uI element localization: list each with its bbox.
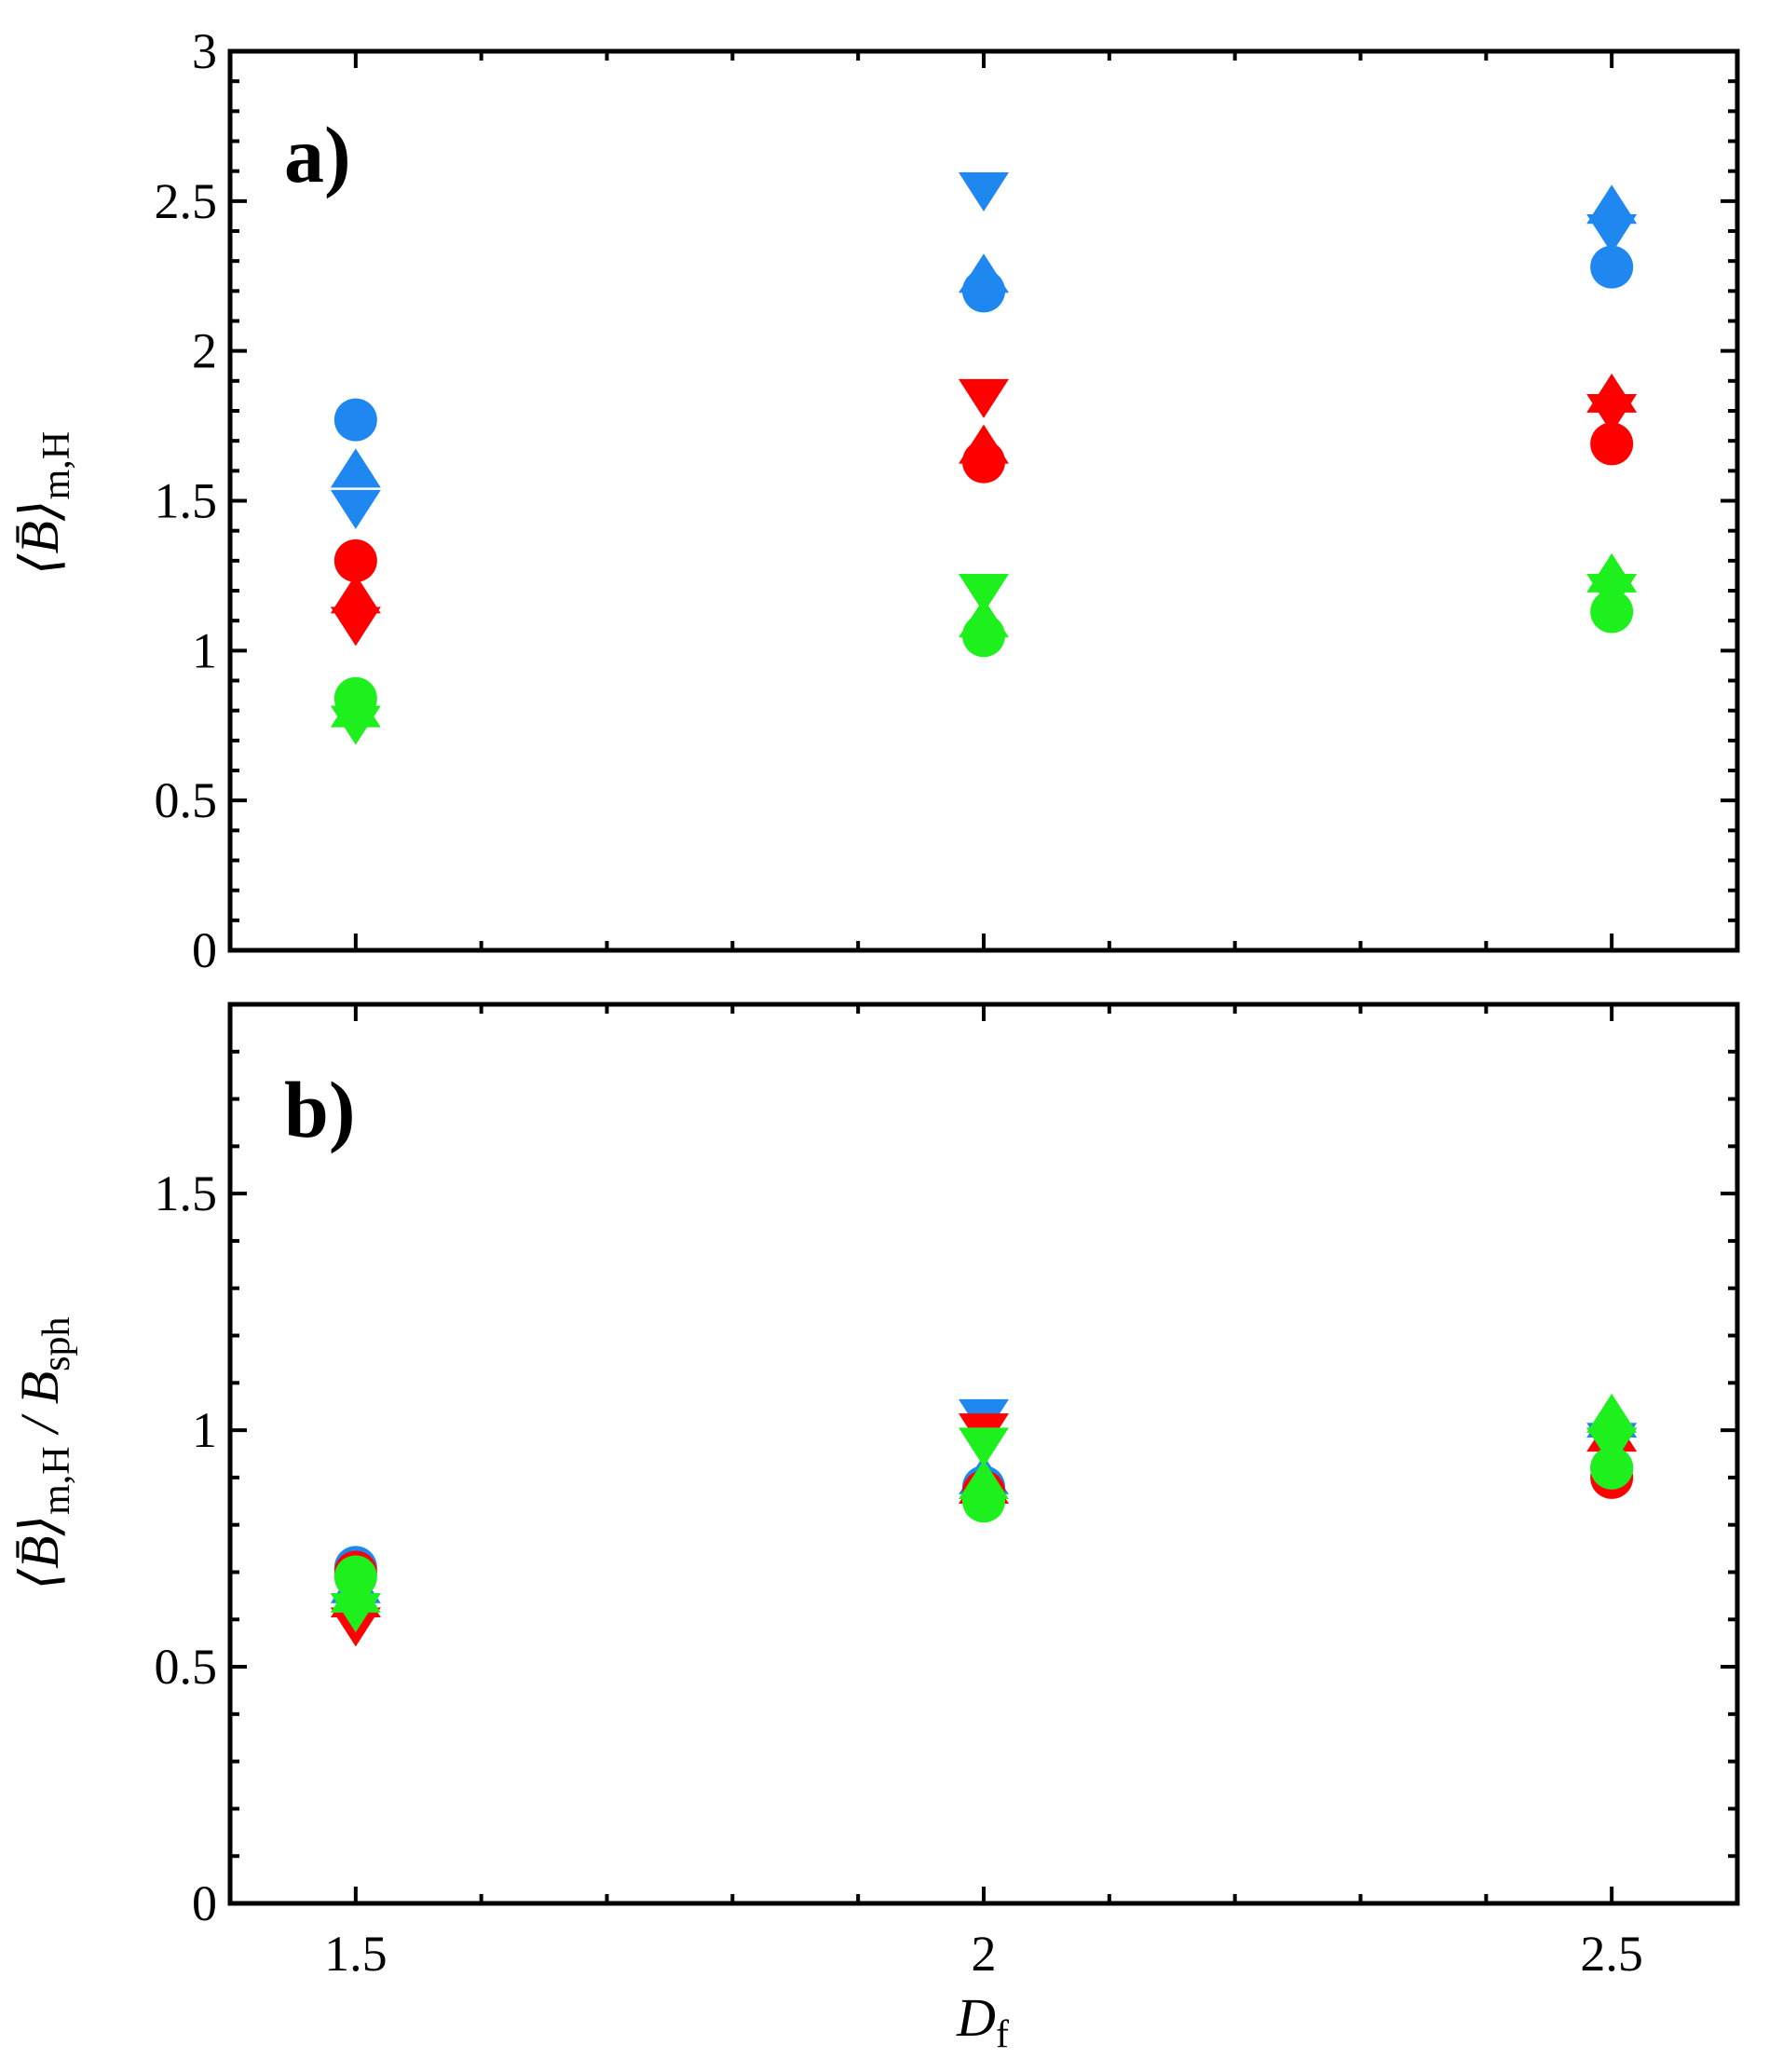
point-triangle-down — [330, 607, 381, 647]
y-axis-label: ⟨B̄⟩m,H / Bsph — [9, 1316, 78, 1589]
point-triangle-up — [330, 574, 381, 614]
y-tick-label: 0 — [192, 922, 217, 978]
point-triangle-down — [959, 378, 1009, 418]
point-triangle-down — [1586, 1427, 1638, 1467]
y-axis-label-main: ⟨B̄⟩ — [9, 499, 70, 575]
point-triangle-down — [330, 1593, 381, 1633]
y-tick-label: 2 — [192, 323, 217, 379]
y-axis-label-main: ⟨B̄⟩ — [9, 1515, 70, 1590]
x-tick-label: 1.5 — [324, 1926, 388, 1982]
panel-label: a) — [284, 110, 351, 199]
y-tick-label: 1 — [192, 622, 217, 678]
y-axis-label-sub: m,H — [35, 1446, 78, 1515]
point-triangle-up — [330, 448, 381, 488]
point-triangle-down — [959, 1427, 1009, 1467]
point-circle — [1590, 245, 1634, 289]
y-axis-label-extra-sub: sph — [35, 1316, 78, 1370]
panel-label: b) — [284, 1065, 355, 1154]
y-tick-label: 0.5 — [155, 1639, 218, 1695]
point-triangle-down — [1586, 214, 1638, 253]
shared-x-axis: Df — [956, 1987, 1009, 2056]
point-circle — [1590, 422, 1634, 466]
point-triangle-up — [959, 424, 1009, 464]
point-triangle-up — [959, 1459, 1009, 1499]
point-triangle-down — [330, 705, 381, 745]
x-axis-label-main: D — [956, 1987, 996, 2048]
y-tick-label: 2.5 — [155, 173, 218, 229]
point-triangle-up — [1586, 184, 1638, 225]
y-tick-label: 0.5 — [155, 772, 218, 828]
y-tick-label: 3 — [192, 23, 217, 79]
y-axis-label: ⟨B̄⟩m,H — [9, 431, 78, 575]
y-tick-label: 1.5 — [155, 1166, 218, 1221]
y-tick-label: 0 — [192, 1875, 217, 1931]
point-triangle-up — [1586, 1393, 1638, 1433]
point-triangle-down — [1586, 394, 1638, 433]
x-tick-label: 2.5 — [1580, 1926, 1643, 1982]
x-axis-label: Df — [956, 1987, 1009, 2056]
panel-b: 0 0.5 1 1.5 1.5 2 2.5 b) ⟨B̄⟩m,H / Bsph — [9, 1002, 1740, 1982]
y-tick-label: 1 — [192, 1402, 217, 1458]
x-axis-label-sub: f — [996, 2013, 1009, 2056]
point-triangle-up — [959, 598, 1009, 638]
point-triangle-down — [1586, 574, 1638, 613]
x-tick-label: 2 — [972, 1926, 997, 1982]
point-triangle-down — [959, 574, 1009, 613]
point-circle — [333, 538, 377, 582]
point-triangle-down — [959, 171, 1009, 211]
point-triangle-down — [330, 489, 381, 529]
y-axis-label-sub: m,H — [35, 431, 78, 500]
point-circle — [1590, 1446, 1634, 1490]
point-circle — [333, 398, 377, 442]
panel-a: 0 0.5 1 1.5 2 2.5 3 a) ⟨B̄⟩m,H — [9, 23, 1740, 978]
y-tick-label: 1.5 — [155, 473, 218, 529]
point-triangle-up — [959, 253, 1009, 293]
y-axis-label-extra: / B — [9, 1371, 70, 1447]
